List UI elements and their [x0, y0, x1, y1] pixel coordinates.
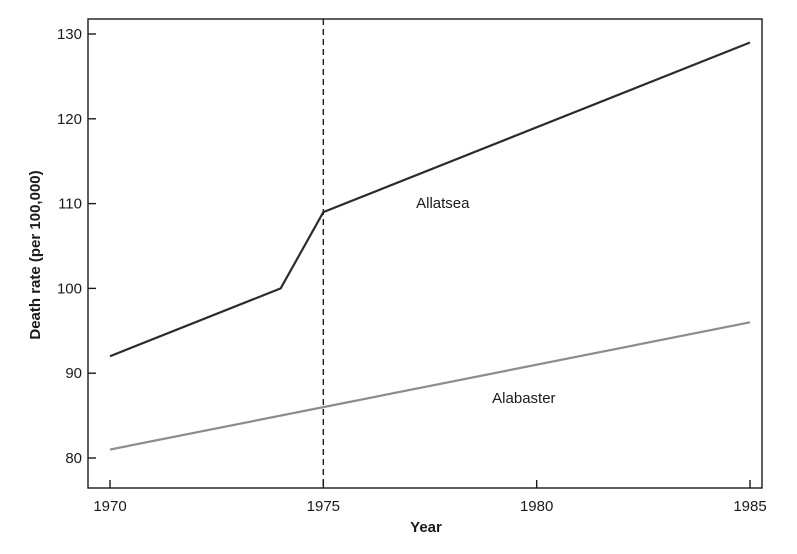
y-tick-label: 80	[65, 450, 82, 467]
y-axis-title: Death rate (per 100,000)	[27, 170, 44, 339]
x-axis-title: Year	[410, 519, 442, 536]
series-label-allatsea: Allatsea	[416, 195, 470, 212]
plot-frame	[87, 18, 763, 489]
y-tick-label: 100	[57, 280, 82, 297]
y-tick-label: 110	[58, 196, 82, 213]
plot-area: 80 90 100 110 120 130 1970 1975 1980 1985 Allatsea…	[57, 18, 767, 515]
series-label-alabaster: Alabaster	[492, 390, 555, 407]
y-tick-label: 120	[57, 111, 82, 128]
series-line-allatsea	[109, 41, 751, 358]
series-line-alabaster	[109, 321, 751, 451]
x-tick-label: 1985	[733, 498, 766, 515]
y-tick-label: 90	[65, 365, 82, 382]
x-tick-label: 1970	[93, 498, 126, 515]
x-tick-label: 1980	[520, 498, 553, 515]
x-tick-label: 1975	[307, 498, 340, 515]
y-tick-label: 130	[57, 26, 82, 43]
